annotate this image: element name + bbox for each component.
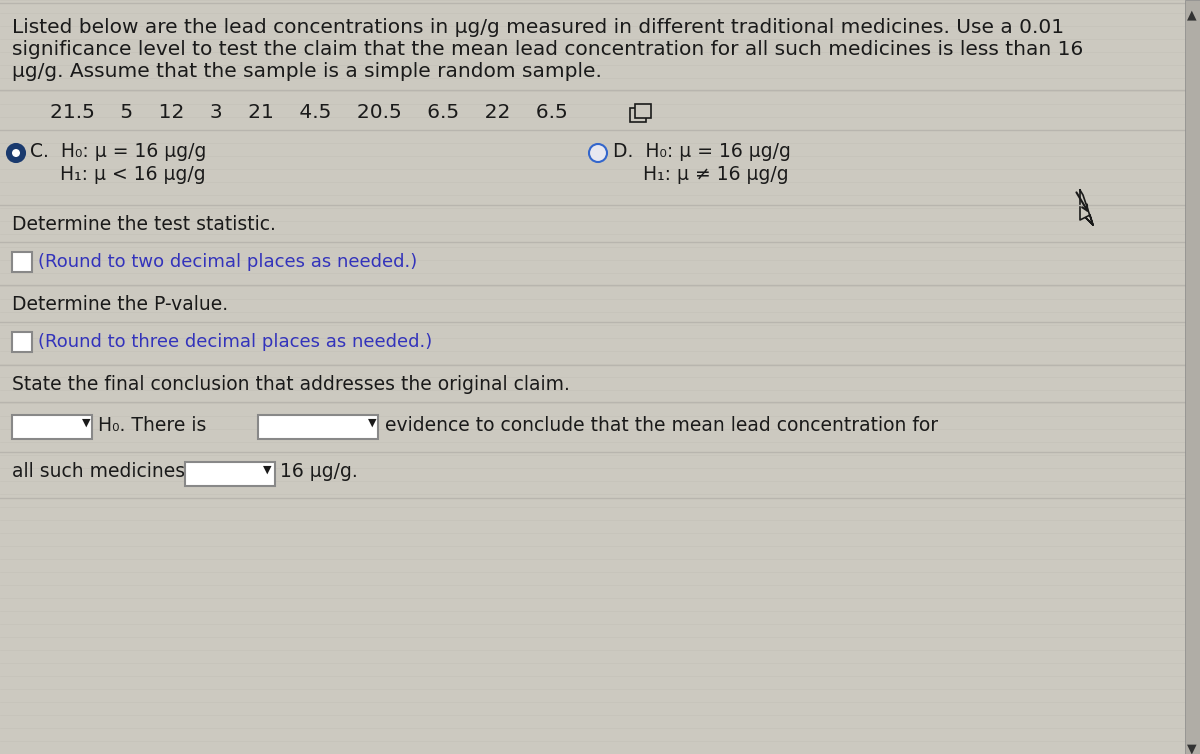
Text: ▼: ▼	[1187, 742, 1196, 754]
FancyBboxPatch shape	[185, 462, 275, 486]
Text: (Round to three decimal places as needed.): (Round to three decimal places as needed…	[38, 333, 432, 351]
Text: μg/g. Assume that the sample is a simple random sample.: μg/g. Assume that the sample is a simple…	[12, 62, 602, 81]
FancyBboxPatch shape	[12, 332, 32, 352]
Circle shape	[12, 149, 20, 157]
Text: all such medicines is: all such medicines is	[12, 462, 206, 481]
FancyBboxPatch shape	[635, 104, 650, 118]
Text: 16 μg/g.: 16 μg/g.	[280, 462, 358, 481]
FancyBboxPatch shape	[12, 252, 32, 272]
Text: ▼: ▼	[263, 465, 271, 475]
Text: evidence to conclude that the mean lead concentration for: evidence to conclude that the mean lead …	[385, 416, 938, 435]
Text: ▼: ▼	[368, 418, 377, 428]
Text: ▼: ▼	[82, 418, 90, 428]
Text: (Round to two decimal places as needed.): (Round to two decimal places as needed.)	[38, 253, 418, 271]
Text: significance level to test the claim that the mean lead concentration for all su: significance level to test the claim tha…	[12, 40, 1084, 59]
Text: Determine the P-value.: Determine the P-value.	[12, 295, 228, 314]
Text: State the final conclusion that addresses the original claim.: State the final conclusion that addresse…	[12, 375, 570, 394]
Text: Listed below are the lead concentrations in μg/g measured in different tradition: Listed below are the lead concentrations…	[12, 18, 1064, 37]
Text: ▲: ▲	[1187, 8, 1196, 21]
Text: 21.5    5    12    3    21    4.5    20.5    6.5    22    6.5: 21.5 5 12 3 21 4.5 20.5 6.5 22 6.5	[50, 103, 568, 122]
Text: H₀. There is: H₀. There is	[98, 416, 206, 435]
Circle shape	[589, 144, 607, 162]
Circle shape	[7, 144, 25, 162]
Text: C.  H₀: μ = 16 μg/g: C. H₀: μ = 16 μg/g	[30, 142, 206, 161]
Text: Determine the test statistic.: Determine the test statistic.	[12, 215, 276, 234]
FancyBboxPatch shape	[258, 415, 378, 439]
Text: H₁: μ < 16 μg/g: H₁: μ < 16 μg/g	[30, 165, 205, 184]
FancyBboxPatch shape	[1186, 0, 1200, 754]
Text: D.  H₀: μ = 16 μg/g: D. H₀: μ = 16 μg/g	[613, 142, 791, 161]
Text: H₁: μ ≠ 16 μg/g: H₁: μ ≠ 16 μg/g	[613, 165, 788, 184]
FancyBboxPatch shape	[630, 108, 646, 122]
FancyBboxPatch shape	[12, 415, 92, 439]
